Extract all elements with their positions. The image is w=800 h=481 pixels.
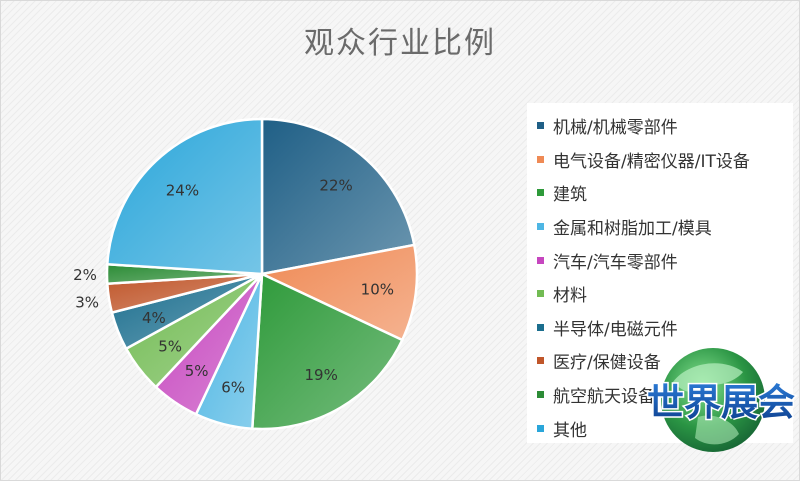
legend-label: 材料 [553,286,587,307]
pie-data-label: 2% [73,266,97,284]
legend-swatch [537,391,544,399]
legend-item: 金属和树脂加工/模具 [537,210,793,244]
legend: 机械/机械零部件电气设备/精密仪器/IT设备 建筑金属和树脂加工/模具 汽车/汽车零… [527,103,793,443]
legend-item: 汽车/汽车零部件 [537,243,793,277]
legend-swatch [537,424,544,432]
pie-slice [250,272,404,431]
legend-swatch [537,357,544,365]
legend-item: 电气设备/精密仪器/IT设备 [537,143,793,177]
legend-swatch [537,122,544,130]
pie-data-label: 5% [158,337,182,355]
legend-swatch [537,223,544,231]
legend-label: 建筑 [553,185,587,206]
legend-swatch [537,323,544,331]
legend-item: 医疗/保健设备 [537,344,793,378]
pie-data-label: 24% [166,181,199,199]
legend-label: 机械/机械零部件 [553,118,678,139]
world-expo-logo: 世界展会 [646,348,797,452]
legend-item: 航空航天设备 [537,378,793,412]
legend-label: 半导体/电磁元件 [553,319,678,340]
legend-item: 半导体/电磁元件 [537,311,793,345]
legend-swatch [537,290,544,298]
chart-title: 观众行业比例 [304,26,496,61]
legend-label: 医疗/保健设备 [553,353,661,374]
legend-item: 材料 [537,277,793,311]
legend-item: 其他 [537,411,793,445]
pie-data-label: 6% [221,379,245,397]
legend-label: 电气设备/精密仪器/IT设备 [553,151,750,172]
pie-data-label: 19% [305,366,338,384]
pie-data-label: 10% [361,281,394,299]
legend-swatch [537,256,544,264]
pie-data-label: 4% [142,309,166,327]
pie-slice [105,117,264,276]
pie-slice [260,117,416,276]
legend-swatch [537,155,544,163]
legend-label: 金属和树脂加工/模具 [553,219,712,240]
legend-label: 航空航天设备 [553,387,655,408]
legend-swatch [537,189,544,197]
legend-item: 机械/机械零部件 [537,109,793,143]
legend-label: 其他 [553,420,587,441]
pie-data-label: 3% [75,294,99,312]
pie-data-label: 22% [319,176,352,194]
logo-text: 世界展会 [647,381,795,424]
legend-item: 建筑 [537,176,793,210]
pie-slices [105,117,419,431]
pie-slice [257,243,419,342]
pie-data-label: 5% [185,362,209,380]
pie-labels: 22% 10% 19% 6% 5%5% 4% 3% 2% 24% [73,176,394,396]
legend-label: 汽车/汽车零部件 [553,252,678,273]
